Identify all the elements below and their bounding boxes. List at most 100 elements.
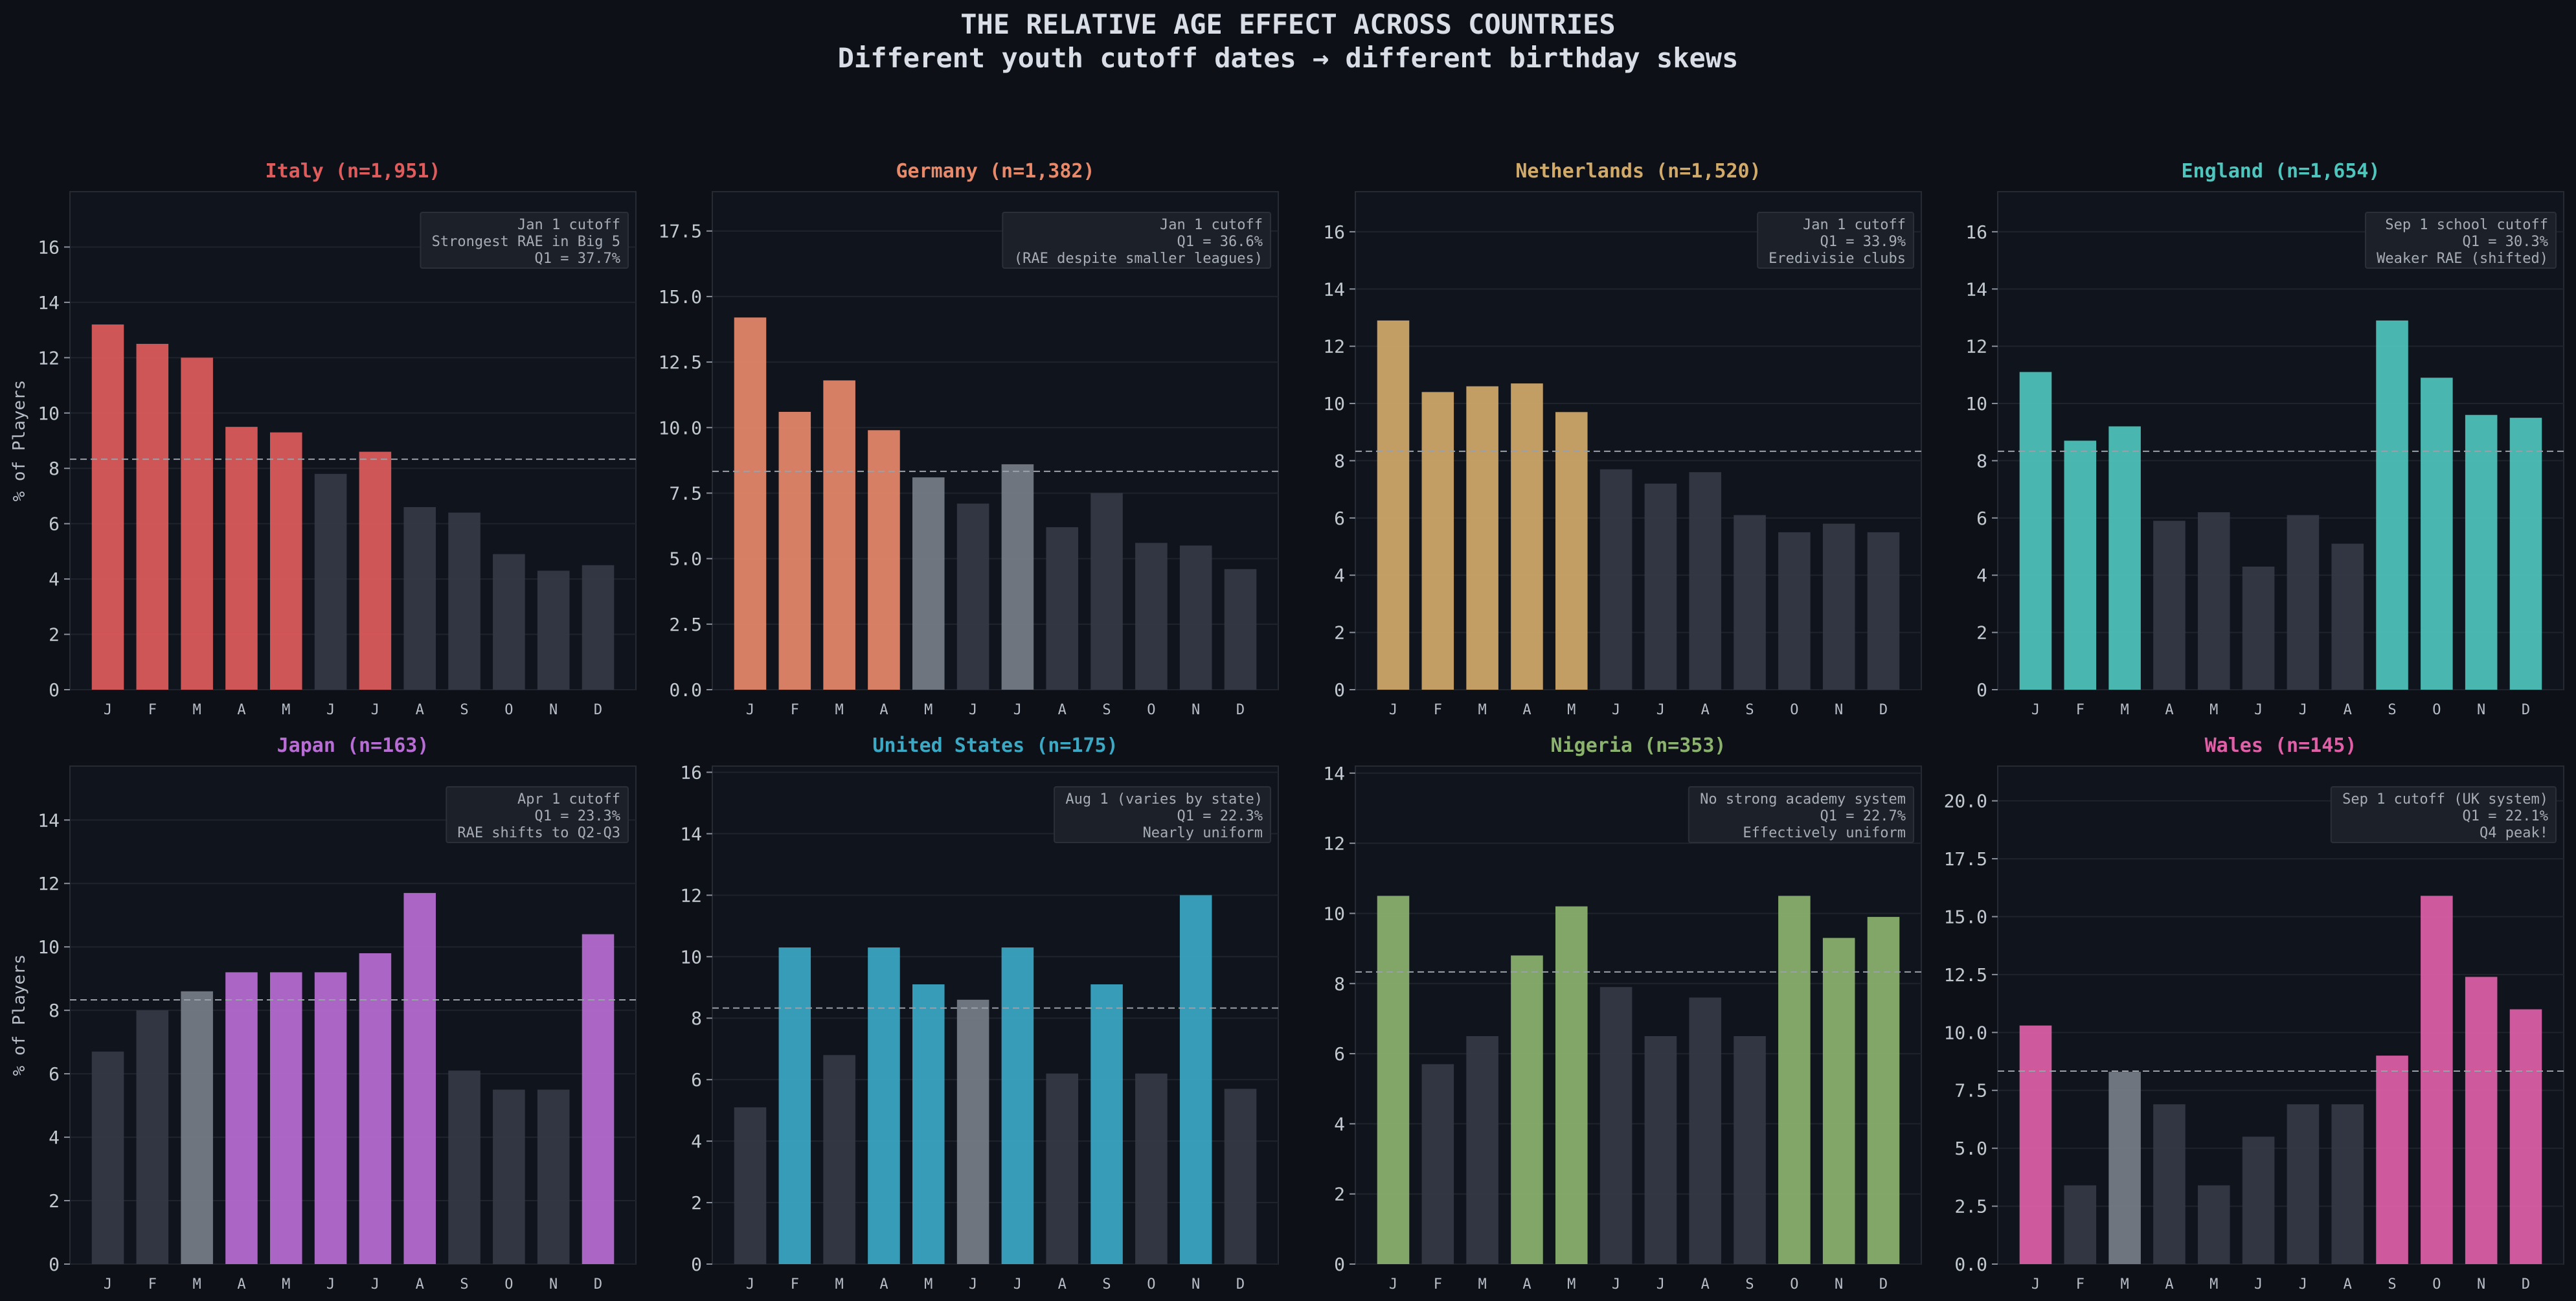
bar-S — [1734, 1035, 1766, 1264]
panel-title: Wales (n=145) — [2205, 734, 2357, 757]
x-tick-label: O — [1790, 702, 1798, 718]
y-tick-label: 2 — [49, 624, 60, 646]
bar-F — [136, 1010, 169, 1264]
x-tick-label: N — [1192, 1276, 1200, 1293]
x-tick-label: D — [1236, 702, 1245, 718]
y-tick-label: 0 — [49, 1254, 60, 1275]
y-tick-label: 12 — [680, 885, 702, 906]
bar-O — [2421, 378, 2453, 690]
x-tick-label: J — [104, 702, 112, 718]
y-tick-label: 12.5 — [659, 352, 702, 373]
x-tick-label: J — [1612, 702, 1620, 718]
y-tick-label: 10 — [38, 936, 60, 958]
bar-D — [2509, 1009, 2542, 1264]
x-tick-label: F — [2076, 1276, 2085, 1293]
bar-J — [2242, 566, 2275, 690]
x-tick-label: D — [594, 702, 602, 718]
annotation-line: Q1 = 36.6% — [1177, 234, 1263, 250]
chart-title: THE RELATIVE AGE EFFECT ACROSS COUNTRIES — [960, 8, 1616, 40]
bar-J — [1377, 896, 1410, 1264]
x-tick-label: M — [282, 702, 290, 718]
x-tick-label: S — [1745, 1276, 1754, 1293]
annotation-line: Q1 = 22.3% — [1177, 808, 1263, 824]
y-tick-label: 10.0 — [659, 417, 702, 438]
x-tick-label: O — [504, 1276, 513, 1293]
y-tick-label: 0.0 — [1954, 1254, 1987, 1275]
y-tick-label: 14 — [1965, 278, 1987, 300]
y-tick-label: 10 — [1323, 903, 1345, 924]
x-tick-label: M — [1478, 1276, 1487, 1293]
y-tick-label: 14 — [1323, 278, 1345, 300]
x-tick-label: M — [2121, 702, 2129, 718]
bar-N — [1179, 895, 1212, 1264]
y-tick-label: 16 — [1965, 221, 1987, 243]
y-tick-label: 8 — [49, 1000, 60, 1021]
y-tick-label: 2 — [1976, 622, 1987, 644]
bar-D — [1867, 532, 1900, 690]
bar-J — [734, 317, 767, 690]
x-tick-label: M — [2209, 1276, 2218, 1293]
bar-A — [2153, 521, 2186, 690]
bar-M — [181, 357, 213, 690]
annotation-line: Strongest RAE in Big 5 — [432, 234, 620, 250]
x-tick-label: A — [1701, 702, 1710, 718]
bar-A — [1511, 955, 1543, 1264]
y-tick-label: 20.0 — [1944, 791, 1987, 812]
x-tick-label: D — [1879, 702, 1888, 718]
panel-country: Wales (n=145) — [2205, 734, 2357, 757]
bar-J — [91, 324, 124, 690]
annotation-line: Nearly uniform — [1143, 825, 1263, 841]
panel-title: Nigeria (n=353) — [1551, 734, 1726, 757]
bar-A — [225, 972, 258, 1264]
bar-M — [912, 477, 945, 690]
bar-F — [136, 343, 169, 690]
y-tick-label: 2 — [691, 1192, 702, 1214]
y-tick-label: 5.0 — [1954, 1138, 1987, 1159]
y-tick-label: 7.5 — [669, 482, 702, 504]
x-tick-label: F — [2076, 702, 2085, 718]
bar-A — [1511, 383, 1543, 690]
x-tick-label: F — [791, 702, 799, 718]
y-tick-label: 4 — [49, 569, 60, 590]
x-tick-label: N — [549, 1276, 558, 1293]
bar-J — [91, 1051, 124, 1264]
bar-A — [868, 430, 900, 690]
bar-M — [269, 972, 302, 1264]
bar-J — [359, 953, 392, 1264]
panel-title: Germany (n=1,382) — [896, 160, 1094, 183]
x-tick-label: J — [1013, 1276, 1022, 1293]
x-tick-label: J — [371, 1276, 379, 1293]
x-tick-label: J — [2031, 1276, 2040, 1293]
x-tick-label: J — [1612, 1276, 1620, 1293]
bar-J — [1001, 464, 1034, 690]
annotation-line: Eredivisie clubs — [1768, 251, 1906, 267]
x-tick-label: A — [237, 702, 245, 718]
x-tick-label: D — [2522, 1276, 2530, 1293]
x-tick-label: D — [1236, 1276, 1245, 1293]
bar-N — [1822, 523, 1855, 690]
annotation-line: Jan 1 cutoff — [1803, 217, 1906, 233]
bar-A — [1046, 527, 1079, 690]
x-tick-label: A — [2344, 702, 2352, 718]
x-tick-label: S — [1102, 702, 1111, 718]
bar-S — [2376, 1056, 2408, 1264]
x-tick-label: A — [416, 1276, 424, 1293]
y-tick-label: 16 — [680, 762, 702, 783]
y-tick-label: 0 — [1334, 679, 1345, 701]
x-tick-label: O — [1147, 1276, 1155, 1293]
bar-J — [2287, 515, 2320, 690]
y-tick-label: 12 — [1323, 833, 1345, 854]
bar-J — [2019, 1025, 2052, 1264]
bar-F — [2064, 440, 2097, 690]
y-tick-label: 2.5 — [1954, 1196, 1987, 1217]
x-tick-label: M — [193, 1276, 201, 1293]
y-tick-label: 16 — [1323, 221, 1345, 243]
annotation-line: Q1 = 22.7% — [1820, 808, 1906, 824]
panel-netherlands: 0 2 4 6 8 10 12 14 16 J F M A M J J A S O N D Netherlands (n=… — [1323, 160, 1922, 718]
x-tick-label: S — [1102, 1276, 1111, 1293]
x-tick-label: J — [2299, 702, 2307, 718]
x-tick-label: A — [1701, 1276, 1710, 1293]
x-tick-label: J — [104, 1276, 112, 1293]
x-tick-label: O — [504, 702, 513, 718]
y-tick-label: 4 — [1334, 565, 1345, 586]
